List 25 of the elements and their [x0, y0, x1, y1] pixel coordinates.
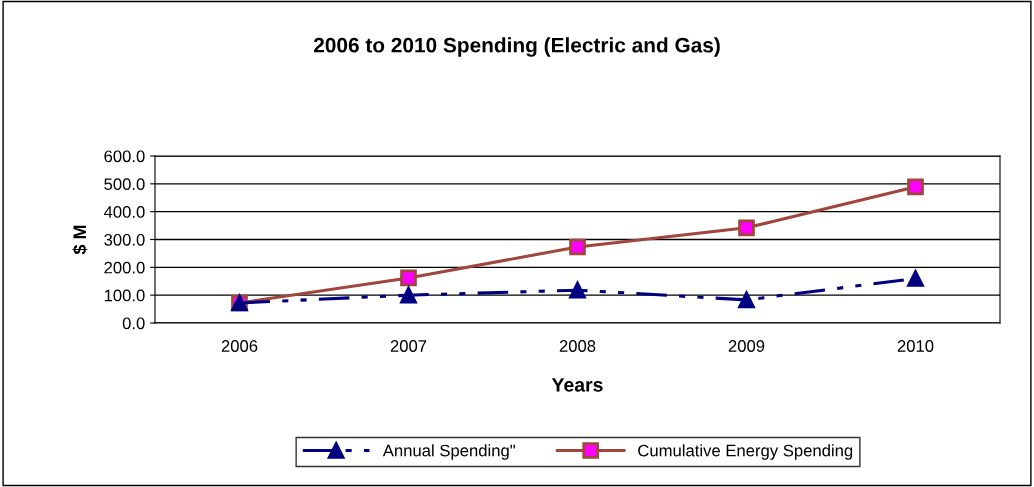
- x-tick-label: 2009: [728, 340, 765, 352]
- y-tick-label: 0.0: [122, 317, 145, 330]
- y-axis-title: $ M: [72, 225, 88, 255]
- point: [738, 219, 755, 237]
- x-tick-label: 2010: [897, 340, 934, 352]
- point: [907, 270, 924, 287]
- y-tick-label: 100.0: [104, 289, 145, 302]
- y-tick-label: 400.0: [103, 206, 145, 218]
- y-tick-label: 200.0: [104, 261, 145, 274]
- point: [737, 289, 756, 309]
- x-tick-label: 2007: [390, 340, 427, 352]
- point: [400, 286, 417, 304]
- chart-title: 2006 to 2010 Spending (Electric and Gas): [313, 37, 720, 57]
- x-tick-label: 2008: [559, 340, 596, 352]
- y-tick-label: 600.0: [104, 150, 145, 163]
- x-tick-label: 2006: [221, 340, 258, 352]
- legend-label: Cumulative Energy Spending: [638, 444, 853, 460]
- legend-label: Annual Spending": [382, 444, 515, 460]
- point: [569, 238, 586, 256]
- x-axis-title: Years: [551, 378, 603, 392]
- point: [907, 178, 924, 196]
- point: [400, 269, 417, 287]
- point: [569, 281, 586, 299]
- y-tick-label: 500.0: [104, 178, 145, 191]
- y-tick-label: 300.0: [104, 233, 145, 246]
